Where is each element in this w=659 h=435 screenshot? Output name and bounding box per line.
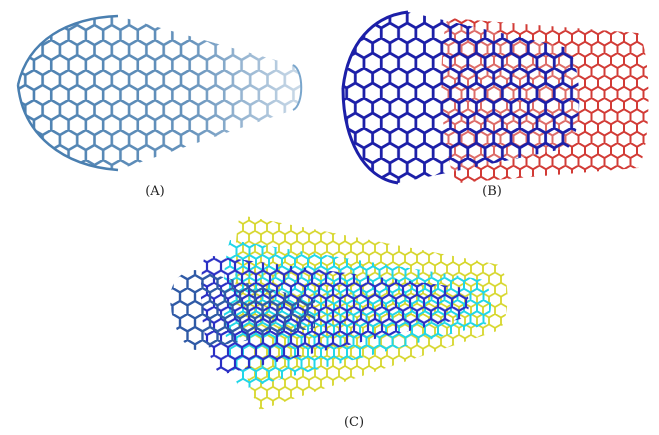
panel-b-caption: (B) <box>482 184 502 199</box>
double-walled-nanotube-illustration <box>341 10 649 185</box>
tube-rim <box>16 14 119 172</box>
panel-b-double-walled-nanotube <box>338 8 653 188</box>
panel-a-single-walled-nanotube <box>8 10 308 180</box>
panel-a-caption: (A) <box>145 184 165 199</box>
inner-rim <box>341 10 409 185</box>
single-walled-nanotube-illustration <box>16 14 303 172</box>
multi-walled-nanotube-illustration <box>170 215 508 410</box>
tube-far-end <box>292 64 303 111</box>
panel-c-multi-walled-nanotube <box>165 210 515 410</box>
panel-c-caption: (C) <box>343 415 365 430</box>
